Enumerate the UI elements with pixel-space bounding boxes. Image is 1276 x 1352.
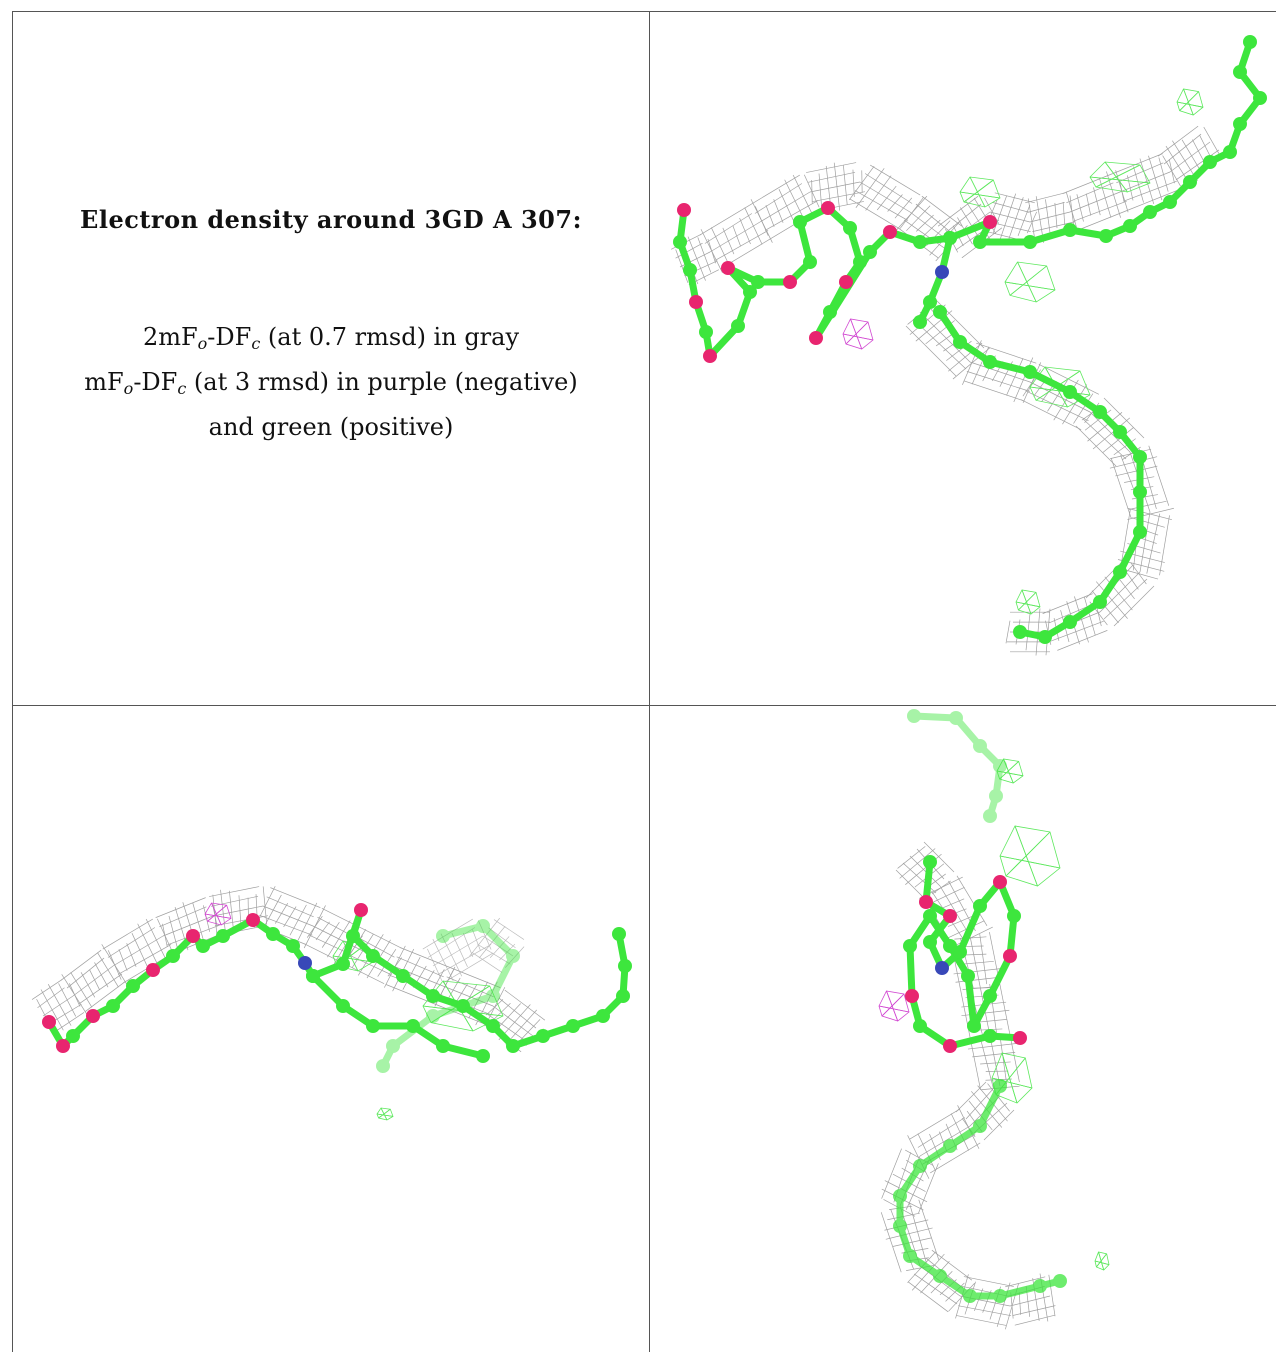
legend-line-positive: and green (positive): [208, 413, 454, 441]
positive-density-blob: [1094, 1251, 1110, 1271]
panel-title: Electron density around 3GD A 307:: [80, 205, 582, 234]
view-bottom-left: [31, 886, 632, 1121]
positive-density-blob: [1004, 261, 1056, 303]
top-border: [12, 11, 1276, 12]
positive-density-blob: [1015, 589, 1041, 615]
positive-density-blob: [376, 1107, 394, 1121]
legend-line-2fofc: 2mFo-DFc (at 0.7 rmsd) in gray: [142, 323, 520, 353]
tip-density-mesh: [1157, 125, 1223, 189]
negative-density-blob: [878, 990, 910, 1022]
tail-density-mesh: [905, 297, 1174, 656]
negative-density-blob: [842, 318, 874, 350]
middle-border: [12, 705, 1276, 706]
left-border: [12, 11, 13, 1352]
negative-density-blob: [204, 902, 232, 926]
acyl-chain-top: [907, 709, 1007, 823]
glycolipid-chain-2: [306, 969, 490, 1063]
positive-density-blob: [996, 758, 1024, 784]
acyl-chain-1: [943, 35, 1267, 249]
glycolipid-chain-3: [376, 919, 520, 1073]
acyl-chain-tail: [893, 1079, 1067, 1303]
view-top-right: [670, 35, 1267, 656]
positive-density-blob: [959, 176, 1001, 208]
center-border: [649, 11, 650, 1352]
positive-density-blob: [1176, 88, 1204, 116]
positive-density-blob: [999, 825, 1061, 887]
density-legend: 2mFo-DFc (at 0.7 rmsd) in gray mFo-DFc (…: [13, 318, 649, 446]
sugar-headgroup: [903, 855, 1027, 1053]
positive-density-blob: [1089, 161, 1151, 193]
head-density-mesh: [31, 886, 546, 1053]
legend-line-fofc: mFo-DFc (at 3 rmsd) in purple (negative): [84, 368, 578, 398]
overlap-density-mesh: [422, 917, 525, 984]
head-density-mesh: [670, 153, 1178, 286]
acyl-chain-2: [933, 305, 1147, 644]
view-bottom-right: [878, 709, 1110, 1330]
